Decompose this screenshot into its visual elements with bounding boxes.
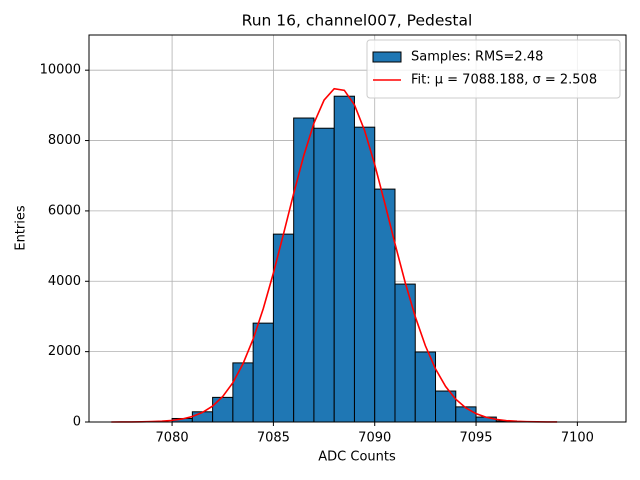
y-axis-label: Entries xyxy=(14,205,29,251)
histogram-bar xyxy=(455,406,477,423)
y-tick-label: 4000 xyxy=(48,274,81,289)
x-axis-label: ADC Counts xyxy=(318,450,396,465)
legend-frame xyxy=(366,39,621,99)
legend-label: Fit: μ = 7088.188, σ = 2.508 xyxy=(411,73,597,88)
axes-frame xyxy=(88,34,627,423)
histogram-bar xyxy=(293,117,315,423)
histogram-bar xyxy=(212,396,234,423)
histogram-bar xyxy=(374,188,396,423)
legend: Samples: RMS=2.48 Fit: μ = 7088.188, σ = … xyxy=(366,39,621,99)
y-tick-label: 0 xyxy=(73,415,81,430)
x-tick-label: 7100 xyxy=(561,431,594,446)
histogram-bar xyxy=(333,95,355,423)
x-tick-label: 7085 xyxy=(257,431,290,446)
y-tick-label: 10000 xyxy=(40,63,81,78)
legend-label: Samples: RMS=2.48 xyxy=(411,50,543,65)
histogram-bar xyxy=(252,322,274,423)
x-tick-label: 7090 xyxy=(358,431,391,446)
y-tick-label: 6000 xyxy=(48,203,81,218)
x-tick-label: 7095 xyxy=(459,431,492,446)
x-tick-label: 7080 xyxy=(156,431,189,446)
histogram-bar xyxy=(232,362,254,423)
histogram-bar xyxy=(353,126,376,423)
histogram-bar xyxy=(191,411,214,423)
fit-line xyxy=(111,87,558,423)
chart-title: Run 16, channel007, Pedestal xyxy=(242,12,473,30)
plot-layer xyxy=(111,87,558,423)
histogram-bar xyxy=(313,127,335,423)
legend-swatch xyxy=(372,51,402,63)
y-tick-label: 8000 xyxy=(48,133,81,148)
y-tick-label: 2000 xyxy=(48,344,81,359)
